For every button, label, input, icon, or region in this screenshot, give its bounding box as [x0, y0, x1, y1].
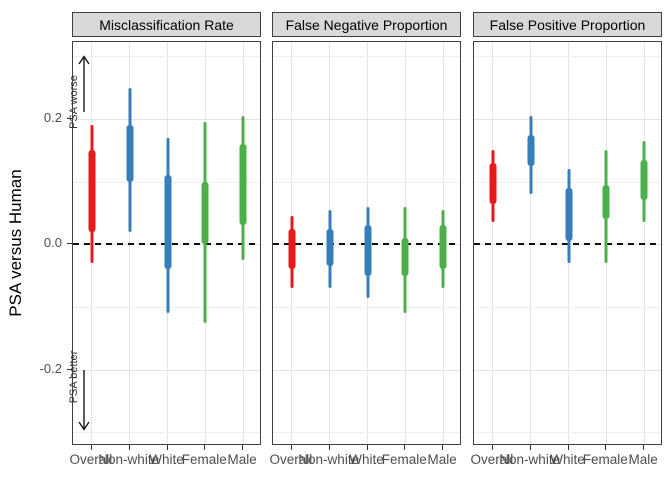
x-axis-label-non-white: Non-white — [298, 452, 360, 467]
x-axis-label-female: Female — [582, 452, 628, 467]
x-tick-mark — [328, 445, 330, 450]
facet-strip-label: Misclassification Rate — [99, 16, 234, 33]
interval-inner-overall — [288, 228, 296, 270]
gridline-major — [273, 118, 460, 120]
interval-inner-female — [201, 181, 209, 245]
x-axis-label-male: Male — [628, 452, 658, 467]
x-tick-mark — [90, 445, 92, 450]
y-tick-label: -0.2 — [39, 360, 62, 376]
x-tick-mark — [491, 445, 493, 450]
interval-inner-white — [164, 175, 171, 270]
x-axis-label-overall: Overall — [470, 452, 514, 467]
panel-false-negative-proportion — [272, 41, 461, 445]
gridline-minor — [73, 56, 260, 58]
gridline-major — [73, 118, 260, 120]
interval-inner-male — [239, 143, 247, 226]
interval-inner-female — [602, 184, 610, 220]
x-tick-mark — [166, 445, 168, 450]
x-axis-label-female: Female — [181, 452, 227, 467]
y-tick-label: 0.2 — [43, 109, 62, 125]
x-axis-label-overall: Overall — [69, 452, 113, 467]
interval-inner-overall — [489, 162, 497, 204]
x-axis-label-non-white: Non-white — [499, 452, 561, 467]
x-axis-label-female: Female — [381, 452, 427, 467]
facet-strip-label: False Positive Proportion — [489, 16, 646, 33]
interval-inner-non-white — [326, 228, 334, 267]
x-tick-mark — [442, 445, 444, 450]
gridline-major — [73, 369, 260, 371]
x-tick-mark — [404, 445, 406, 450]
facet-strip-label: False Negative Proportion — [285, 16, 448, 33]
x-tick-mark — [643, 445, 645, 450]
x-axis-label-non-white: Non-white — [98, 452, 160, 467]
gridline-minor — [474, 432, 661, 434]
interval-inner-non-white — [527, 134, 535, 166]
x-tick-mark — [529, 445, 531, 450]
gridline-major — [474, 118, 661, 120]
y-tick-mark — [67, 368, 72, 370]
panel-false-positive-proportion — [473, 41, 662, 445]
interval-inner-female — [401, 238, 409, 276]
psa-better-label: PSA better — [68, 350, 80, 404]
interval-inner-overall — [88, 150, 96, 232]
psa-worse-label: PSA worse — [68, 75, 80, 129]
gridline-minor — [273, 432, 460, 434]
gridline-minor — [273, 181, 460, 183]
x-axis-label-white: White — [149, 452, 184, 467]
y-tick-mark — [67, 243, 72, 245]
gridline-minor — [273, 56, 460, 58]
interval-inner-male — [640, 159, 648, 201]
interval-inner-white — [565, 187, 572, 242]
x-tick-mark — [605, 445, 607, 450]
gridline-minor — [73, 432, 260, 434]
x-tick-mark — [366, 445, 368, 450]
x-axis-label-male: Male — [427, 452, 457, 467]
interval-inner-non-white — [126, 125, 134, 182]
gridline-minor — [273, 307, 460, 308]
x-axis-label-white: White — [550, 452, 585, 467]
x-axis-label-overall: Overall — [269, 452, 313, 467]
facet-strip-false-negative-proportion: False Negative Proportion — [272, 12, 461, 37]
interval-inner-male — [439, 225, 447, 270]
facet-strip-misclassification-rate: Misclassification Rate — [72, 12, 261, 37]
x-axis-label-white: White — [349, 452, 384, 467]
interval-inner-white — [364, 225, 371, 276]
x-tick-mark — [567, 445, 569, 450]
x-tick-mark — [290, 445, 292, 450]
facet-strip-false-positive-proportion: False Positive Proportion — [473, 12, 662, 37]
x-tick-mark — [128, 445, 130, 450]
gridline-major — [273, 369, 460, 371]
gridline-minor — [474, 307, 661, 308]
y-tick-mark — [67, 117, 72, 119]
gridline-vertical — [492, 42, 494, 444]
gridline-vertical — [129, 42, 131, 444]
x-axis-label-male: Male — [227, 452, 257, 467]
y-tick-label: 0.0 — [43, 235, 62, 251]
x-tick-mark — [242, 445, 244, 450]
gridline-minor — [474, 56, 661, 58]
gridline-vertical — [643, 42, 645, 444]
gridline-major — [474, 369, 661, 371]
gridline-vertical — [530, 42, 532, 444]
x-tick-mark — [204, 445, 206, 450]
panel-misclassification-rate — [72, 41, 261, 445]
